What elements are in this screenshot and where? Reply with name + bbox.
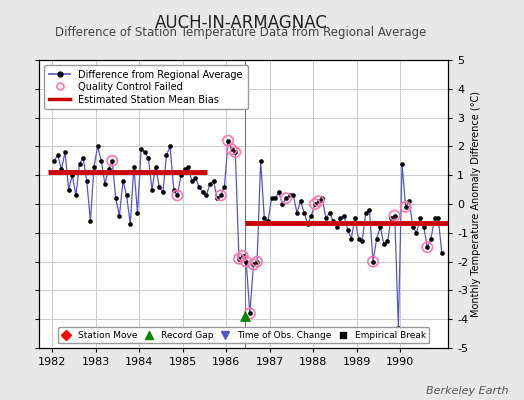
Point: [173, 192, 181, 198]
Point: [238, 253, 247, 259]
Y-axis label: Monthly Temperature Anomaly Difference (°C): Monthly Temperature Anomaly Difference (…: [471, 91, 481, 317]
Point: [242, 258, 250, 265]
Point: [401, 204, 410, 210]
Point: [369, 258, 377, 265]
Text: AUCH-IN-ARMAGNAC: AUCH-IN-ARMAGNAC: [155, 14, 328, 32]
Legend: Station Move, Record Gap, Time of Obs. Change, Empirical Break: Station Move, Record Gap, Time of Obs. C…: [58, 327, 429, 344]
Point: [390, 212, 399, 219]
Point: [231, 149, 239, 155]
Point: [235, 256, 243, 262]
Point: [314, 198, 323, 204]
Point: [423, 244, 432, 250]
Point: [216, 192, 225, 198]
Point: [108, 158, 116, 164]
Text: Difference of Station Temperature Data from Regional Average: Difference of Station Temperature Data f…: [56, 26, 427, 39]
Point: [311, 201, 319, 207]
Point: [224, 138, 232, 144]
Text: Berkeley Earth: Berkeley Earth: [426, 386, 508, 396]
Point: [282, 195, 290, 202]
Point: [227, 146, 236, 152]
Point: [246, 310, 254, 317]
Point: [253, 258, 261, 265]
Point: [249, 261, 258, 268]
